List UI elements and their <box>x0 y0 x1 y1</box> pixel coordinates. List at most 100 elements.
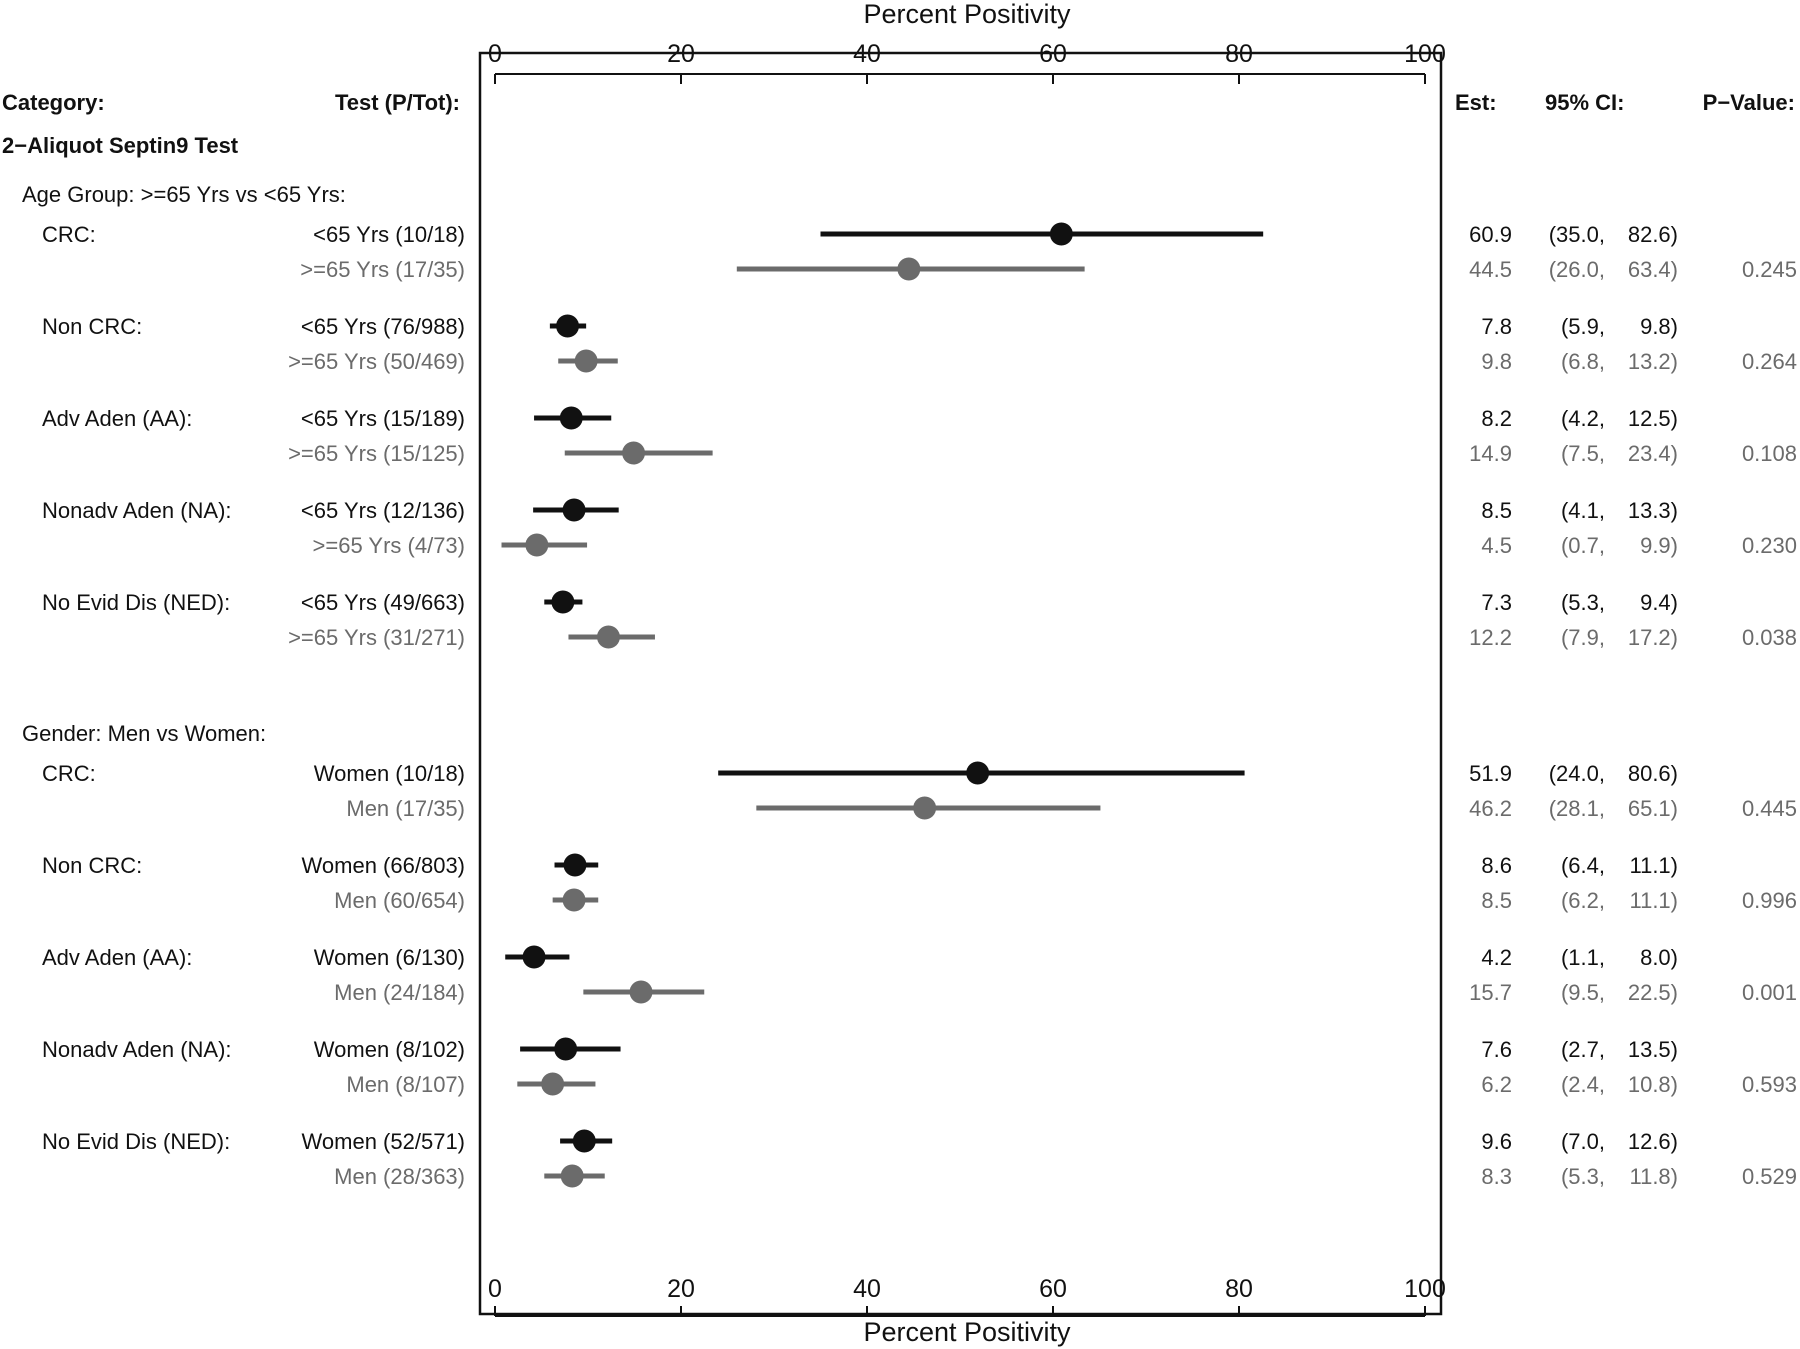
p-value: 0.230 <box>1742 533 1797 558</box>
p-value: 0.245 <box>1742 257 1797 282</box>
top-tick-label: 0 <box>488 40 502 68</box>
estimate-point <box>913 796 937 820</box>
estimate-value: 6.2 <box>1481 1072 1512 1097</box>
estimate-value: 7.6 <box>1481 1037 1512 1062</box>
ci-lower: (0.7, <box>1561 533 1605 558</box>
test-label: <65 Yrs (10/18) <box>313 222 465 247</box>
plot-marks <box>501 222 1264 1188</box>
top-tick-label: 20 <box>667 40 695 68</box>
estimate-value: 15.7 <box>1469 980 1512 1005</box>
test-label: Men (17/35) <box>346 796 465 821</box>
test-label: >=65 Yrs (31/271) <box>288 625 465 650</box>
ci-upper: 13.3) <box>1628 498 1678 523</box>
estimate-point <box>551 590 575 614</box>
ci-lower: (2.7, <box>1561 1037 1605 1062</box>
ci-upper: 10.8) <box>1628 1072 1678 1097</box>
test-label: Women (6/130) <box>314 945 465 970</box>
estimate-value: 4.2 <box>1481 945 1512 970</box>
category-label: CRC: <box>42 761 96 786</box>
p-value: 0.264 <box>1742 349 1797 374</box>
estimate-point <box>574 349 598 373</box>
category-label: No Evid Dis (NED): <box>42 1129 230 1154</box>
ci-upper: 9.4) <box>1640 590 1678 615</box>
top-tick-label: 40 <box>853 40 881 68</box>
ci-upper: 17.2) <box>1628 625 1678 650</box>
p-value: 0.529 <box>1742 1164 1797 1189</box>
estimate-point <box>622 441 646 465</box>
estimate-point <box>522 945 546 969</box>
bottom-tick-label: 100 <box>1404 1275 1446 1303</box>
ci-upper: 22.5) <box>1628 980 1678 1005</box>
ci-upper: 82.6) <box>1628 222 1678 247</box>
ci-lower: (4.2, <box>1561 406 1605 431</box>
plot-frame <box>478 51 1443 1316</box>
estimate-point <box>525 533 549 557</box>
axes: 0 0 20 20 40 40 60 60 80 80 100 100 Percent Positivi… <box>478 0 1446 1347</box>
ci-lower: (24.0, <box>1549 761 1605 786</box>
ci-lower: (6.2, <box>1561 888 1605 913</box>
bottom-tick-label: 0 <box>488 1275 502 1303</box>
ci-lower: (2.4, <box>1561 1072 1605 1097</box>
estimate-value: 9.6 <box>1481 1129 1512 1154</box>
ci-lower: (6.4, <box>1561 853 1605 878</box>
top-tick-label: 60 <box>1039 40 1067 68</box>
ci-upper: 12.6) <box>1628 1129 1678 1154</box>
test-label: Women (8/102) <box>314 1037 465 1062</box>
estimate-point <box>897 257 921 281</box>
group-title: Gender: Men vs Women: <box>22 721 266 746</box>
header-pvalue: P−Value: <box>1703 90 1795 115</box>
column-headers: Category: Test (P/Tot): Est: 95% CI: P−Value… <box>2 90 1795 158</box>
estimate-point <box>554 1037 578 1061</box>
ci-upper: 65.1) <box>1628 796 1678 821</box>
estimate-point <box>559 406 583 430</box>
category-label: Nonadv Aden (NA): <box>42 1037 232 1062</box>
top-tick-label: 80 <box>1225 40 1253 68</box>
test-label: <65 Yrs (12/136) <box>301 498 465 523</box>
test-label: Men (28/363) <box>334 1164 465 1189</box>
category-label: No Evid Dis (NED): <box>42 590 230 615</box>
estimate-value: 12.2 <box>1469 625 1512 650</box>
ci-upper: 11.1) <box>1629 853 1678 878</box>
ci-upper: 9.8) <box>1640 314 1678 339</box>
ci-upper: 80.6) <box>1628 761 1678 786</box>
ci-lower: (9.5, <box>1561 980 1605 1005</box>
ci-lower: (5.3, <box>1561 590 1605 615</box>
section-title: 2−Aliquot Septin9 Test <box>2 133 239 158</box>
estimate-value: 4.5 <box>1481 533 1512 558</box>
header-test: Test (P/Tot): <box>335 90 460 115</box>
estimate-value: 8.5 <box>1481 498 1512 523</box>
estimate-point <box>562 888 586 912</box>
category-label: Non CRC: <box>42 314 142 339</box>
ci-lower: (5.9, <box>1561 314 1605 339</box>
estimate-value: 51.9 <box>1469 761 1512 786</box>
estimate-value: 8.6 <box>1481 853 1512 878</box>
test-label: Men (24/184) <box>334 980 465 1005</box>
test-label: Women (10/18) <box>314 761 465 786</box>
test-label: Women (52/571) <box>302 1129 465 1154</box>
bottom-tick-label: 20 <box>667 1275 695 1303</box>
bottom-axis-title: Percent Positivity <box>863 1317 1071 1347</box>
ci-lower: (6.8, <box>1561 349 1605 374</box>
ci-upper: 23.4) <box>1628 441 1678 466</box>
estimate-value: 44.5 <box>1469 257 1512 282</box>
test-label: >=65 Yrs (4/73) <box>313 533 465 558</box>
estimate-value: 46.2 <box>1469 796 1512 821</box>
test-label: <65 Yrs (76/988) <box>301 314 465 339</box>
category-label: Adv Aden (AA): <box>42 945 192 970</box>
estimate-point <box>541 1072 565 1096</box>
estimate-value: 8.3 <box>1481 1164 1512 1189</box>
ci-upper: 11.8) <box>1629 1164 1678 1189</box>
ci-upper: 13.5) <box>1628 1037 1678 1062</box>
header-est: Est: <box>1455 90 1497 115</box>
top-axis-title: Percent Positivity <box>863 0 1071 29</box>
estimate-point <box>629 980 653 1004</box>
p-value: 0.593 <box>1742 1072 1797 1097</box>
ci-upper: 12.5) <box>1628 406 1678 431</box>
estimate-point <box>596 625 620 649</box>
ci-lower: (1.1, <box>1561 945 1605 970</box>
ci-lower: (35.0, <box>1549 222 1605 247</box>
test-label: Women (66/803) <box>302 853 465 878</box>
ci-lower: (7.5, <box>1561 441 1605 466</box>
p-value: 0.001 <box>1742 980 1797 1005</box>
